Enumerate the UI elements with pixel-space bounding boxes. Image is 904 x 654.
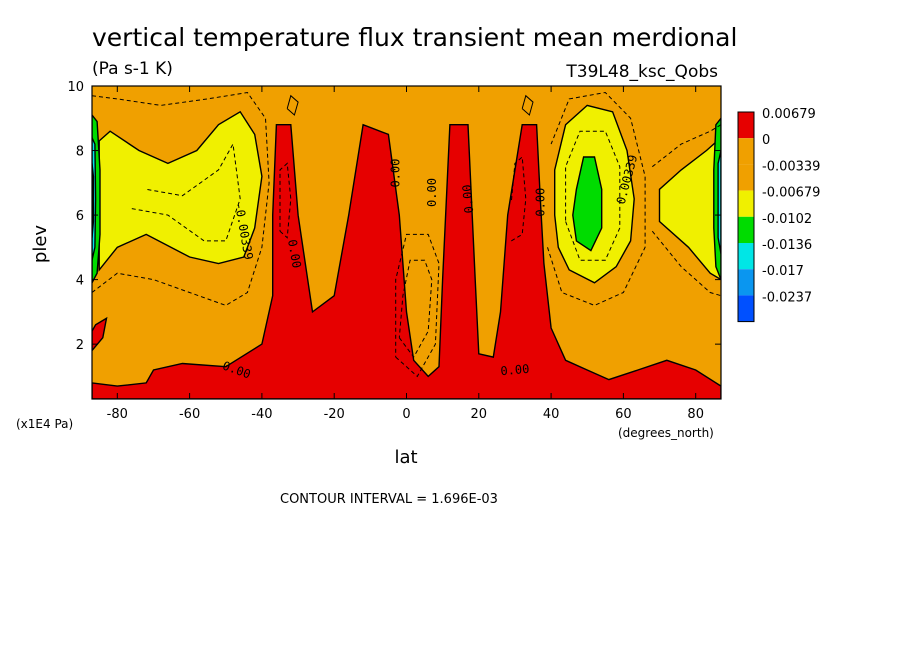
legend-swatch (738, 243, 754, 270)
legend-swatch (738, 138, 754, 165)
contour-region-positive-flux-small (92, 316, 108, 352)
legend-label: -0.0136 (762, 238, 812, 253)
chart-title: vertical temperature flux transient mean… (92, 23, 737, 52)
contour-line-10 (286, 94, 299, 116)
x-tick-label: 0 (402, 407, 410, 422)
x-tick-label: 20 (471, 407, 488, 422)
contour-line-9 (651, 124, 721, 168)
x-axis-ticks: -80 -60 -40 -20 0 20 40 60 80 (107, 86, 704, 422)
filled-contours (92, 104, 721, 399)
legend-label: -0.017 (762, 264, 804, 279)
contour-region-strong-negative-flux-nh (572, 156, 603, 252)
x-tick-label: -40 (251, 407, 272, 422)
y-tick-label: 8 (76, 145, 84, 160)
legend-swatch (738, 112, 754, 139)
contour-line-2 (398, 259, 433, 359)
contour-line-7 (510, 155, 527, 242)
contour-line-6 (279, 162, 292, 239)
legend-swatch (738, 164, 754, 191)
contour-lines (92, 91, 721, 378)
contour-label-text: 0.00 (425, 178, 439, 207)
y-axis-unit: (x1E4 Pa) (16, 417, 73, 431)
legend-label: -0.00339 (762, 159, 820, 174)
x-tick-label: -80 (107, 407, 128, 422)
contour-interval-label: CONTOUR INTERVAL = 1.696E-03 (280, 492, 498, 507)
x-axis-label: lat (394, 447, 417, 468)
contour-label-4: 0.00 (389, 159, 403, 188)
legend-swatch (738, 190, 754, 217)
contour-label-7: 0.00 (533, 188, 547, 217)
contour-region-polar-edge-nh-cyan (717, 150, 721, 254)
legend-label: 0 (762, 133, 770, 148)
y-tick-label: 2 (76, 338, 84, 353)
contour-label-text: 0.00 (533, 188, 547, 217)
x-tick-label: -20 (324, 407, 345, 422)
contour-line-1 (131, 142, 241, 242)
contour-region-positive-flux (92, 123, 721, 399)
legend-swatch (738, 269, 754, 296)
plot-area: 0.00 0.00-0.00339 0.000.000.00 0.00 0.00 0.00… (91, 85, 722, 400)
y-tick-label: 4 (76, 274, 84, 289)
x-axis-unit: (degrees_north) (618, 426, 714, 440)
contour-line-5 (565, 130, 621, 261)
contour-label-text: 0.00 (460, 184, 476, 214)
x-tick-label: -60 (179, 407, 200, 422)
contour-label-1: 0.00 (500, 362, 530, 378)
x-tick-label: 60 (615, 407, 632, 422)
y-axis-label: plev (30, 225, 51, 264)
x-tick-label: 40 (543, 407, 560, 422)
y-tick-label: 6 (76, 209, 84, 224)
legend-swatch (738, 295, 754, 322)
y-tick-label: 10 (67, 80, 84, 95)
color-legend: 0.00679 0 -0.00339 -0.00679 -0.0102 -0.0136 -0… (737, 107, 820, 323)
contour-line-0 (92, 91, 270, 306)
y-axis-ticks: 2 4 6 8 10 (67, 80, 721, 353)
contour-label-6: 0.00 (460, 184, 476, 214)
x-tick-label: 80 (687, 407, 704, 422)
contour-label-5: 0.00 (425, 178, 439, 207)
legend-label: -0.00679 (762, 186, 820, 201)
units-label: (Pa s-1 K) (92, 59, 173, 79)
contour-line-3 (395, 233, 440, 378)
legend-label: -0.0102 (762, 212, 812, 227)
legend-label: 0.00679 (762, 107, 816, 122)
contour-line-11 (521, 94, 534, 116)
contour-line-4 (547, 91, 646, 306)
contour-label-text: 0.00 (500, 362, 530, 378)
legend-frame (737, 111, 755, 323)
contour-label-text: 0.00 (389, 159, 403, 188)
contour-region-negative-flux-sh (98, 110, 263, 272)
contour-line-8 (651, 230, 721, 297)
contour-region-negative-flux-nh-pole (658, 136, 721, 281)
legend-label: -0.0237 (762, 290, 812, 305)
experiment-label: T39L48_ksc_Qobs (565, 62, 718, 82)
contour-label-text: 0.00 (285, 238, 304, 269)
contour-label-3: 0.00 (285, 238, 304, 269)
legend-swatch (738, 216, 754, 243)
